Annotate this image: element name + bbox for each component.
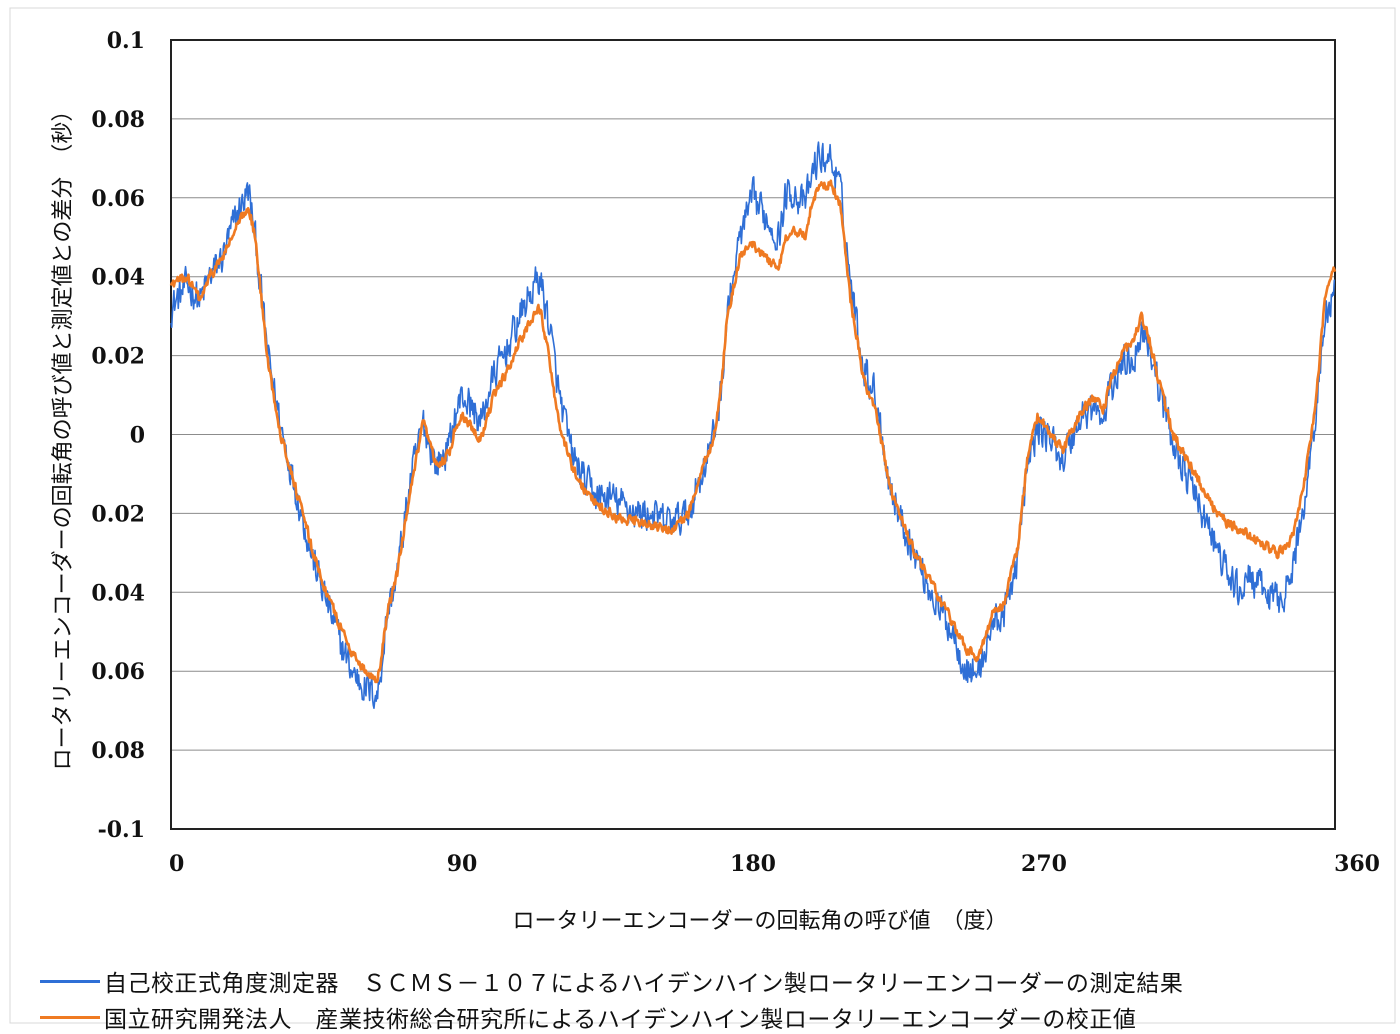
- y-tick-label: 0.02: [91, 501, 145, 527]
- gridlines: [171, 118, 1335, 751]
- legend-label-scms: 自己校正式角度測定器 ＳＣＭＳ－１０７によるハイデンハイン製ロータリーエンコーダ…: [104, 971, 1184, 997]
- x-tick-label: 180: [730, 851, 776, 877]
- y-tick-label: 0.08: [91, 738, 145, 764]
- y-tick-label: 0.08: [91, 107, 145, 133]
- legend-entry-scms: 自己校正式角度測定器 ＳＣＭＳ－１０７によるハイデンハイン製ロータリーエンコーダ…: [40, 966, 1184, 997]
- y-tick-labels: 0.1 0.08 0.06 0.04 0.02 0 0.02 0.04 0.06 0.08 -0.1: [91, 28, 145, 843]
- plot-area: [170, 39, 1336, 830]
- series-line-scms: [170, 141, 1336, 710]
- series-line-aist: [169, 179, 1337, 684]
- x-axis-title: ロータリーエンコーダーの回転角の呼び値 （度）: [512, 909, 1007, 934]
- x-tick-label: 0: [169, 851, 184, 877]
- y-tick-label: 0.06: [91, 186, 145, 212]
- y-tick-label: -0.1: [98, 817, 145, 843]
- x-tick-label: 360: [1334, 851, 1380, 877]
- y-tick-label: 0.02: [91, 344, 145, 370]
- x-tick-label: 90: [447, 851, 478, 877]
- y-tick-label: 0.04: [91, 265, 145, 291]
- x-tick-label: 270: [1021, 851, 1067, 877]
- legend-swatch-orange: [40, 1015, 100, 1019]
- y-tick-label: 0.06: [91, 659, 145, 685]
- y-axis-title: ロータリーエンコーダーの回転角の呼び値と測定値との差分 （秒）: [51, 100, 76, 771]
- y-tick-label: 0.1: [107, 28, 145, 54]
- series-layer: [169, 141, 1337, 710]
- figure-border: [9, 7, 1396, 1024]
- legend-entry-aist: 国立研究開発法人 産業技術総合研究所によるハイデンハイン製ロータリーエンコーダー…: [40, 1002, 1136, 1033]
- legend-swatch-blue: [40, 979, 100, 983]
- y-tick-label: 0: [130, 423, 145, 449]
- y-tick-label: 0.04: [91, 580, 145, 606]
- x-tick-labels: 0 90 180 270 360: [169, 851, 1380, 877]
